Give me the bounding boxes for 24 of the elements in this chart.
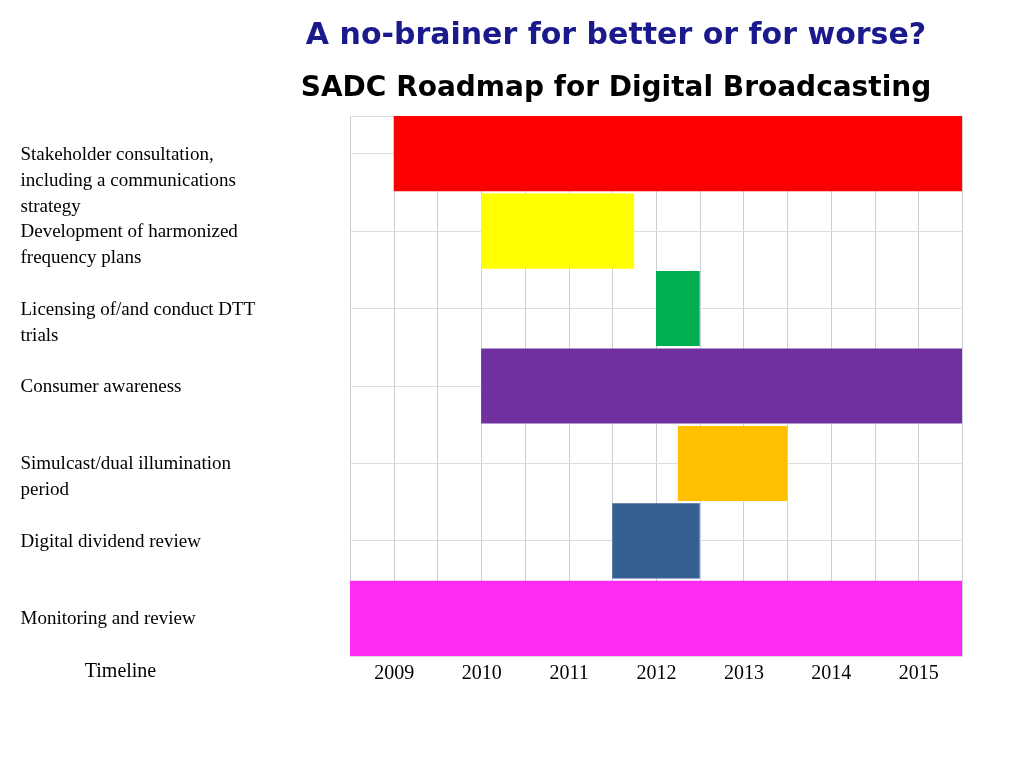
x-tick-label: 2010	[461, 660, 502, 683]
y-tick-label: Licensing of/and conduct DTT trials	[20, 297, 256, 345]
x-tick-label: 2014	[811, 660, 852, 683]
bar	[612, 503, 700, 579]
y-tick-label: Consumer awareness	[20, 375, 182, 396]
x-tick-label: 2012	[636, 660, 677, 683]
x-tick-label: 2011	[549, 660, 589, 683]
x-tick-label: 2009	[374, 660, 415, 683]
bar	[393, 116, 962, 192]
bar	[481, 348, 962, 424]
y-tick-label: Stakeholder consultation, including a communications strategy	[20, 142, 236, 216]
bar	[677, 425, 788, 502]
y-tick-label: Monitoring and review	[20, 607, 196, 629]
x-axis-title: Timeline	[84, 658, 157, 681]
chart-subtitle: SADC Roadmap for Digital Broadcasting	[300, 70, 932, 103]
y-tick-label: Development of harmonized frequency plans	[20, 220, 239, 268]
y-tick-label: Digital dividend review	[20, 529, 202, 551]
x-tick-label: 2013	[723, 660, 764, 683]
bar	[481, 193, 635, 269]
bar	[350, 580, 962, 656]
chart-title: A no-brainer for better or for worse?	[305, 16, 927, 51]
y-tick-label: Simulcast/dual illumination period	[20, 452, 232, 500]
bar	[656, 270, 700, 347]
x-tick-label: 2015	[898, 660, 939, 683]
